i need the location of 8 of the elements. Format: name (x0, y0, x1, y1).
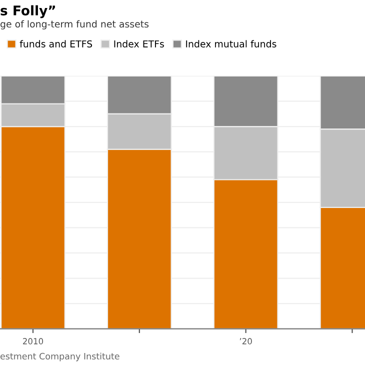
legend-label: funds and ETFS (20, 40, 92, 48)
legend-label: Index ETFs (114, 40, 164, 48)
text: estment Company Institute (0, 352, 120, 362)
chart-subtitle: ge of long-term fund net assets (0, 20, 149, 30)
x-tick-label: ’20 (240, 338, 252, 344)
legend-label: Index mutual funds (186, 40, 276, 48)
x-tick-label: 2010 (22, 338, 44, 344)
chart-title: s Folly” (0, 5, 55, 18)
